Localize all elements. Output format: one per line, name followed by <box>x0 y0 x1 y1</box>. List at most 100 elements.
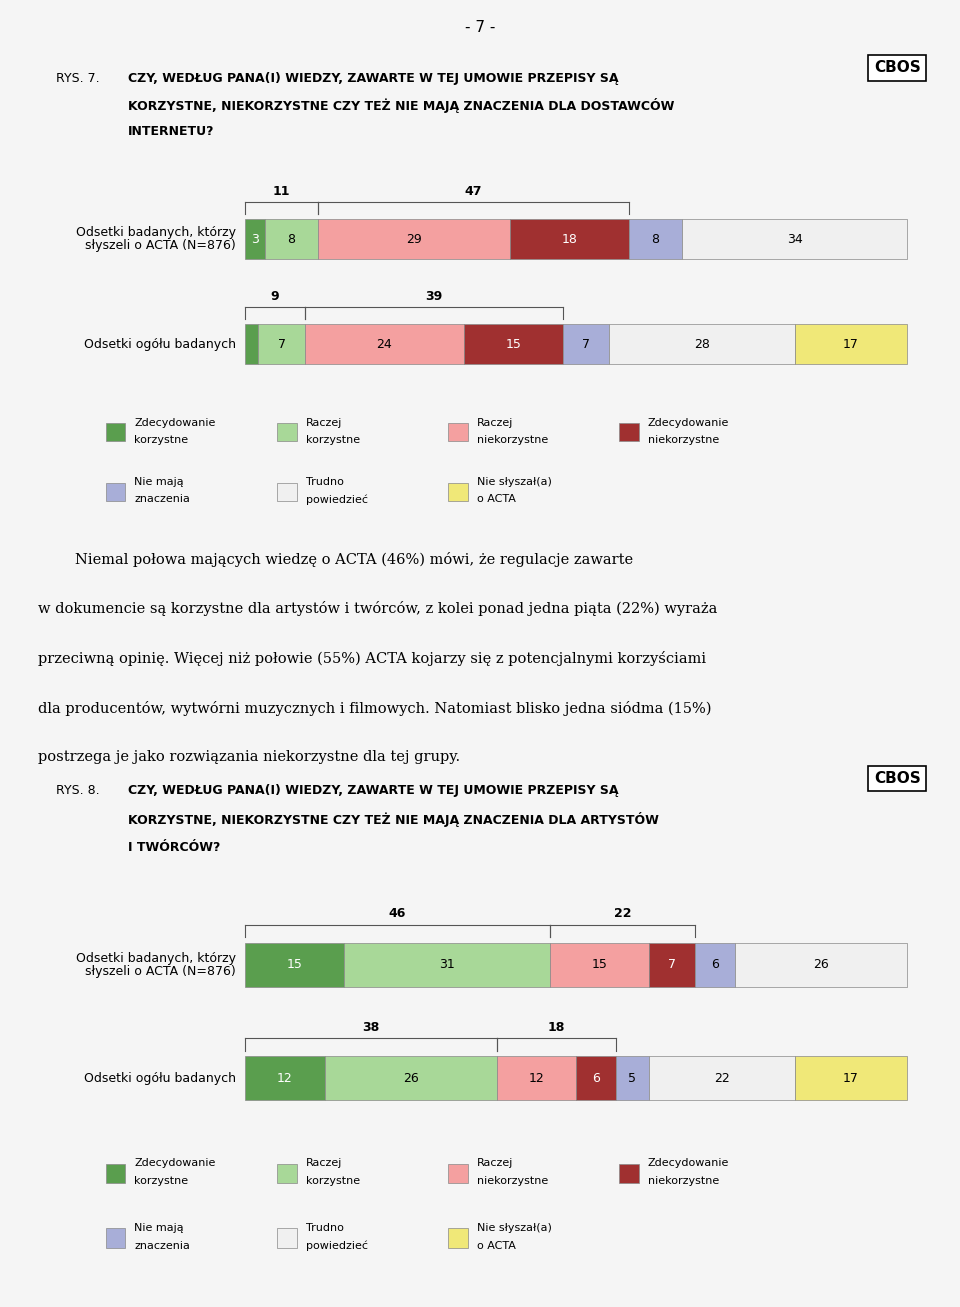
Text: 34: 34 <box>786 233 803 246</box>
Text: - 7 -: - 7 - <box>465 20 495 34</box>
Text: 31: 31 <box>440 958 455 971</box>
Text: 26: 26 <box>813 958 828 971</box>
Bar <box>619 1163 638 1183</box>
Text: korzystne: korzystne <box>305 1176 360 1187</box>
Text: Nie mają: Nie mają <box>134 477 184 488</box>
Text: 38: 38 <box>362 1021 379 1034</box>
Text: 39: 39 <box>425 290 443 303</box>
Bar <box>510 218 629 260</box>
Bar <box>106 1163 126 1183</box>
Text: I TWÓRCÓW?: I TWÓRCÓW? <box>128 840 221 853</box>
Text: 12: 12 <box>277 1072 293 1085</box>
Text: CBOS: CBOS <box>874 771 921 786</box>
Text: znaczenia: znaczenia <box>134 494 190 505</box>
Bar <box>629 218 682 260</box>
Bar <box>106 1229 126 1248</box>
Text: 24: 24 <box>376 337 392 350</box>
Text: 22: 22 <box>613 907 632 920</box>
Text: Odsetki badanych, którzy: Odsetki badanych, którzy <box>76 226 236 239</box>
Text: Nie mają: Nie mają <box>134 1223 184 1233</box>
Bar <box>245 1056 324 1100</box>
Bar <box>619 423 638 442</box>
Text: CBOS: CBOS <box>874 60 921 76</box>
Bar <box>265 218 318 260</box>
Text: 18: 18 <box>562 233 578 246</box>
Text: Niemal połowa mających wiedzę o ACTA (46%) mówi, że regulacje zawarte: Niemal połowa mających wiedzę o ACTA (46… <box>38 552 634 566</box>
Text: RYS. 7.: RYS. 7. <box>56 72 100 85</box>
Text: przeciwną opinię. Więcej niż połowie (55%) ACTA kojarzy się z potencjalnymi korz: przeciwną opinię. Więcej niż połowie (55… <box>38 651 707 665</box>
Text: CZY, WEDŁUG PANA(I) WIEDZY, ZAWARTE W TEJ UMOWIE PRZEPISY SĄ: CZY, WEDŁUG PANA(I) WIEDZY, ZAWARTE W TE… <box>128 784 618 797</box>
Text: 5: 5 <box>629 1072 636 1085</box>
Bar <box>649 1056 795 1100</box>
Text: Zdecydowanie: Zdecydowanie <box>648 1158 729 1168</box>
Text: Odsetki ogółu badanych: Odsetki ogółu badanych <box>84 337 236 350</box>
Text: słyszeli o ACTA (N=876): słyszeli o ACTA (N=876) <box>85 239 236 252</box>
Text: 17: 17 <box>843 337 859 350</box>
Bar <box>576 1056 616 1100</box>
Bar <box>610 324 795 365</box>
Text: 7: 7 <box>668 958 676 971</box>
Bar <box>276 484 297 501</box>
Bar <box>447 484 468 501</box>
Text: o ACTA: o ACTA <box>476 494 516 505</box>
Bar <box>258 324 304 365</box>
Text: 29: 29 <box>406 233 421 246</box>
Text: Zdecydowanie: Zdecydowanie <box>648 418 729 427</box>
Text: w dokumencie są korzystne dla artystów i twórców, z kolei ponad jedna piąta (22%: w dokumencie są korzystne dla artystów i… <box>38 601 718 616</box>
Text: postrzega je jako rozwiązania niekorzystne dla tej grupy.: postrzega je jako rozwiązania niekorzyst… <box>38 750 461 765</box>
Text: 7: 7 <box>582 337 590 350</box>
Text: RYS. 8.: RYS. 8. <box>56 784 100 797</box>
Text: Odsetki ogółu badanych: Odsetki ogółu badanych <box>84 1072 236 1085</box>
Text: INTERNETU?: INTERNETU? <box>128 124 215 137</box>
Text: Trudno: Trudno <box>305 1223 344 1233</box>
Text: niekorzystne: niekorzystne <box>648 435 719 444</box>
Text: Raczej: Raczej <box>476 418 513 427</box>
Bar <box>245 218 265 260</box>
Text: 47: 47 <box>465 186 482 199</box>
Text: Raczej: Raczej <box>476 1158 513 1168</box>
Bar <box>245 942 345 987</box>
Text: 26: 26 <box>403 1072 419 1085</box>
Text: dla producentów, wytwórni muzycznych i filmowych. Natomiast blisko jedna siódma : dla producentów, wytwórni muzycznych i f… <box>38 701 712 715</box>
Bar <box>616 1056 649 1100</box>
Bar <box>447 1229 468 1248</box>
Text: KORZYSTNE, NIEKORZYSTNE CZY TEŻ NIE MAJĄ ZNACZENIA DLA ARTYSTÓW: KORZYSTNE, NIEKORZYSTNE CZY TEŻ NIE MAJĄ… <box>128 812 659 827</box>
Text: 15: 15 <box>591 958 608 971</box>
Text: 8: 8 <box>652 233 660 246</box>
Bar <box>106 423 126 442</box>
Text: 11: 11 <box>273 186 290 199</box>
Bar <box>276 1163 297 1183</box>
Text: KORZYSTNE, NIEKORZYSTNE CZY TEŻ NIE MAJĄ ZNACZENIA DLA DOSTAWCÓW: KORZYSTNE, NIEKORZYSTNE CZY TEŻ NIE MAJĄ… <box>128 98 675 114</box>
Bar <box>318 218 510 260</box>
Bar <box>649 942 695 987</box>
Text: Odsetki badanych, którzy: Odsetki badanych, którzy <box>76 951 236 965</box>
Bar <box>563 324 610 365</box>
Bar <box>245 324 258 365</box>
Text: korzystne: korzystne <box>305 435 360 444</box>
Text: 8: 8 <box>288 233 296 246</box>
Text: niekorzystne: niekorzystne <box>476 1176 548 1187</box>
Text: Raczej: Raczej <box>305 418 342 427</box>
Text: korzystne: korzystne <box>134 1176 188 1187</box>
Text: Zdecydowanie: Zdecydowanie <box>134 418 216 427</box>
Bar <box>276 423 297 442</box>
Text: CZY, WEDŁUG PANA(I) WIEDZY, ZAWARTE W TEJ UMOWIE PRZEPISY SĄ: CZY, WEDŁUG PANA(I) WIEDZY, ZAWARTE W TE… <box>128 72 618 85</box>
Text: słyszeli o ACTA (N=876): słyszeli o ACTA (N=876) <box>85 965 236 978</box>
Bar <box>695 942 735 987</box>
Bar <box>324 1056 496 1100</box>
Text: 17: 17 <box>843 1072 859 1085</box>
Text: niekorzystne: niekorzystne <box>648 1176 719 1187</box>
Text: 15: 15 <box>505 337 521 350</box>
Text: 22: 22 <box>714 1072 730 1085</box>
Bar <box>795 324 907 365</box>
Text: Raczej: Raczej <box>305 1158 342 1168</box>
Text: 18: 18 <box>547 1021 565 1034</box>
Bar <box>550 942 649 987</box>
Text: o ACTA: o ACTA <box>476 1240 516 1251</box>
Bar <box>795 1056 907 1100</box>
Bar <box>464 324 563 365</box>
Bar <box>496 1056 576 1100</box>
Bar <box>345 942 550 987</box>
Bar <box>106 484 126 501</box>
Text: 15: 15 <box>287 958 302 971</box>
